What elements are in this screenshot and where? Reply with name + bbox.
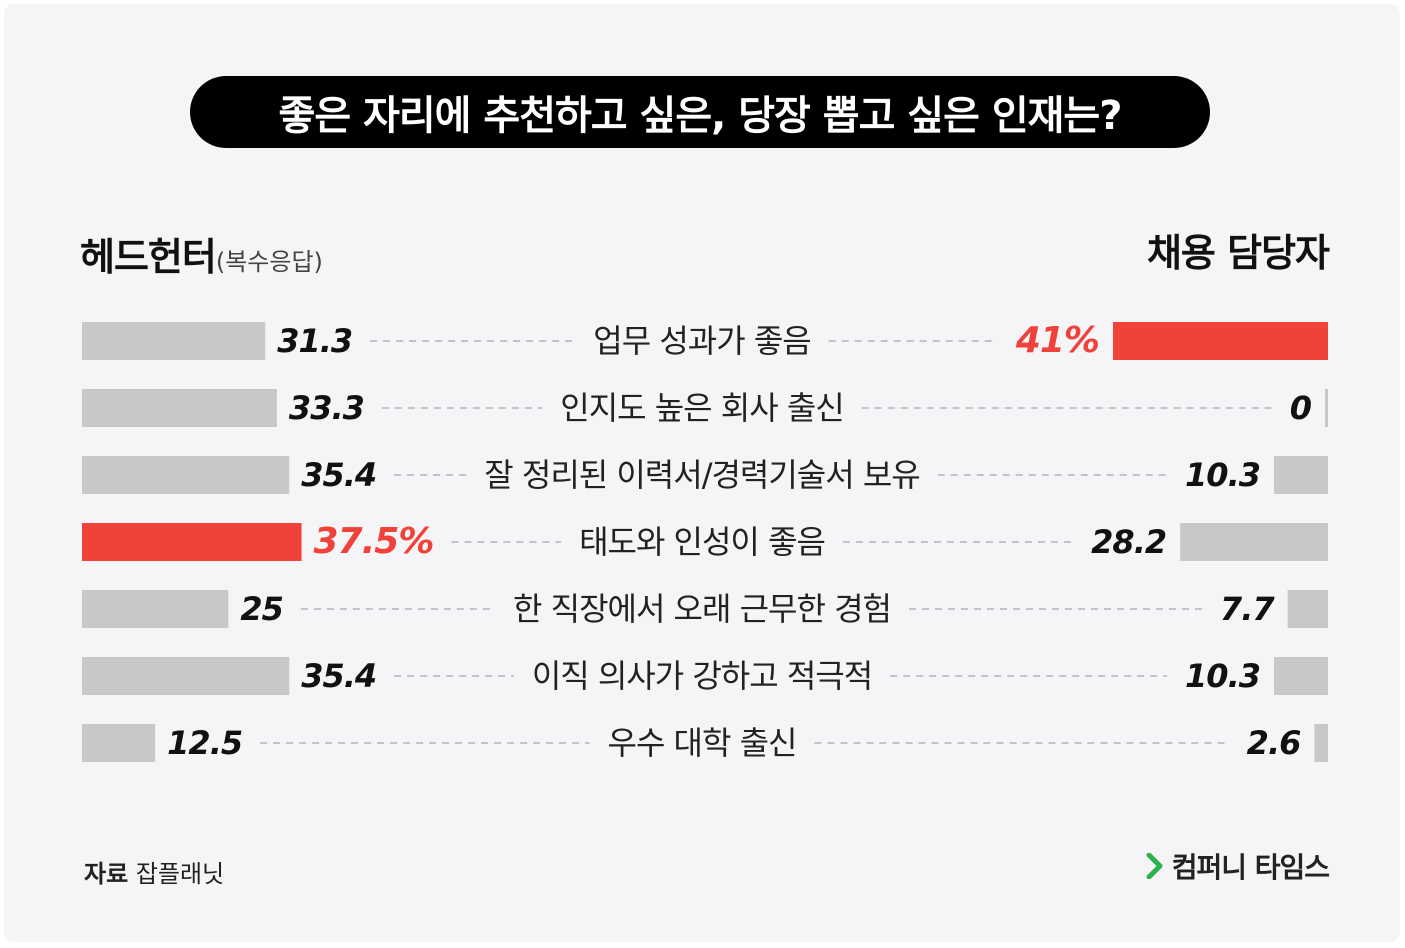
right-bar bbox=[1273, 657, 1328, 695]
left-value-label: 25 bbox=[240, 590, 283, 628]
left-series-header: 헤드헌터(복수응답) bbox=[80, 226, 323, 281]
left-value-label: 37.5% bbox=[314, 521, 434, 562]
category-label: 우수 대학 출신 bbox=[608, 724, 797, 762]
category-label: 이직 의사가 강하고 적극적 bbox=[532, 657, 872, 695]
right-bar bbox=[1287, 590, 1328, 628]
brand-logo: 컴퍼니 타임스 bbox=[1146, 846, 1330, 886]
title-banner: 좋은 자리에 추천하고 싶은, 당장 뽑고 싶은 인재는? bbox=[190, 76, 1210, 148]
right-bar bbox=[1273, 456, 1328, 494]
category-label: 업무 성과가 좋음 bbox=[593, 322, 810, 360]
left-bar bbox=[82, 590, 229, 628]
right-bar bbox=[1180, 523, 1328, 561]
left-bar bbox=[82, 456, 290, 494]
chart-title: 좋은 자리에 추천하고 싶은, 당장 뽑고 싶은 인재는? bbox=[278, 93, 1123, 139]
brand-name: 컴퍼니 타임스 bbox=[1171, 851, 1330, 884]
left-bar bbox=[82, 322, 266, 360]
right-value-label: 41% bbox=[1015, 320, 1099, 361]
right-bar bbox=[1113, 322, 1328, 360]
source-prefix: 자료 bbox=[84, 860, 129, 888]
category-label: 한 직장에서 오래 근무한 경험 bbox=[513, 590, 891, 628]
right-value-label: 10.3 bbox=[1185, 456, 1260, 494]
left-value-label: 33.3 bbox=[289, 389, 364, 427]
left-value-label: 31.3 bbox=[277, 322, 352, 360]
right-series-header: 채용 담당자 bbox=[1146, 222, 1330, 277]
right-bar bbox=[1314, 724, 1328, 762]
left-bar bbox=[82, 389, 277, 427]
left-bar bbox=[82, 724, 156, 762]
category-label: 태도와 인성이 좋음 bbox=[579, 523, 825, 561]
left-value-label: 35.4 bbox=[301, 456, 376, 494]
right-value-label: 2.6 bbox=[1247, 724, 1301, 762]
left-bar bbox=[82, 657, 290, 695]
right-value-label: 10.3 bbox=[1185, 657, 1260, 695]
source-name: 잡플래닛 bbox=[135, 860, 225, 888]
category-label: 인지도 높은 회사 출신 bbox=[560, 389, 843, 427]
left-value-label: 12.5 bbox=[167, 724, 242, 762]
right-value-label: 0 bbox=[1290, 389, 1312, 427]
right-value-label: 7.7 bbox=[1220, 590, 1275, 628]
left-series-note: (복수응답) bbox=[215, 248, 323, 276]
right-value-label: 28.2 bbox=[1091, 523, 1166, 561]
left-series-label: 헤드헌터 bbox=[80, 235, 217, 279]
source-note: 자료 잡플래닛 bbox=[84, 854, 224, 889]
right-series-label: 채용 담당자 bbox=[1146, 231, 1330, 275]
chevron-right-icon bbox=[1146, 853, 1163, 879]
category-label: 잘 정리된 이력서/경력기술서 보유 bbox=[484, 456, 919, 494]
left-bar bbox=[82, 523, 302, 561]
left-value-label: 35.4 bbox=[301, 657, 376, 695]
right-bar bbox=[1325, 389, 1328, 427]
